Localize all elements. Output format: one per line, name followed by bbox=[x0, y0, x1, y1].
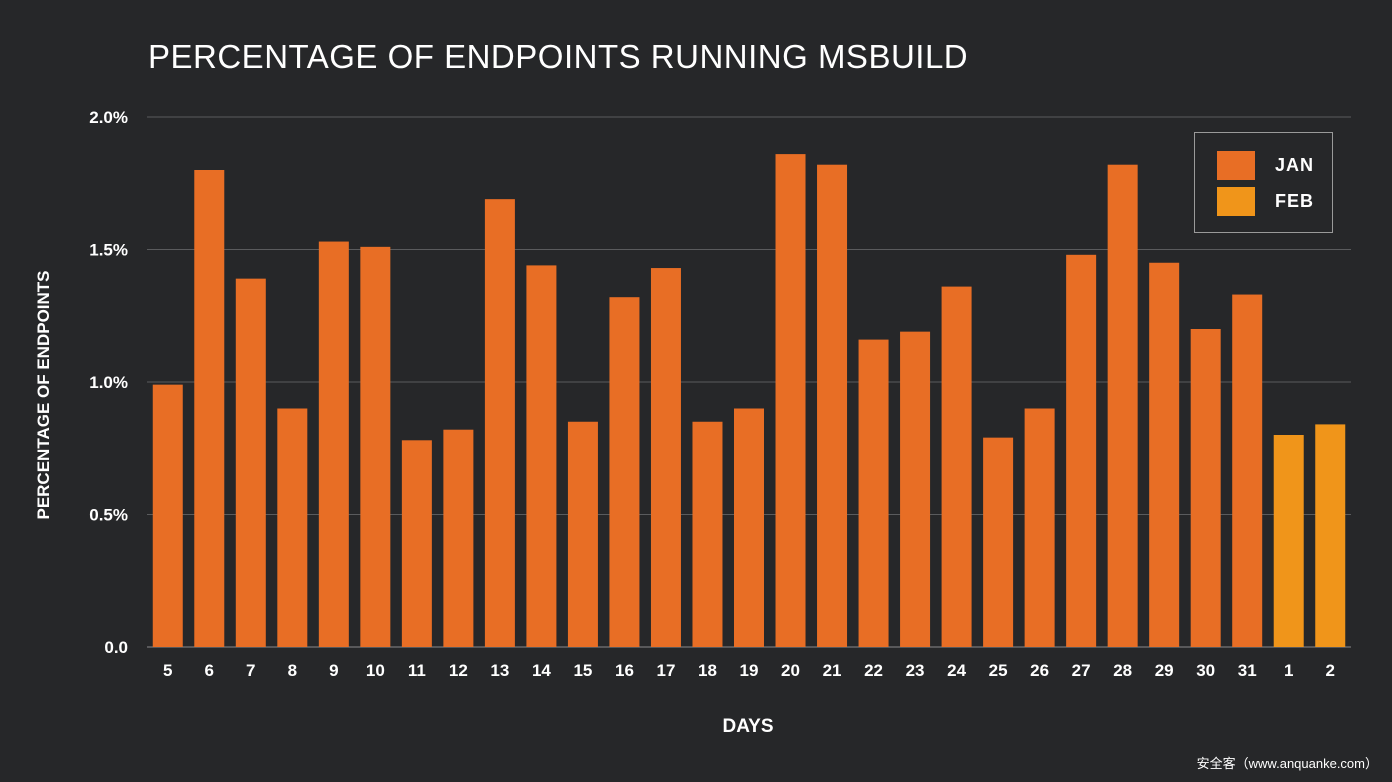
bar-jan-13 bbox=[484, 199, 515, 647]
x-tick-label: 28 bbox=[1113, 661, 1132, 680]
x-tick-label: 16 bbox=[615, 661, 634, 680]
bar-jan-16 bbox=[609, 297, 640, 647]
legend-swatch-jan bbox=[1217, 151, 1255, 180]
bar-jan-9 bbox=[318, 241, 349, 648]
legend-item-feb: FEB bbox=[1217, 187, 1314, 216]
y-tick-label: 0.0 bbox=[104, 638, 128, 657]
x-tick-label: 18 bbox=[698, 661, 717, 680]
x-tick-label: 9 bbox=[329, 661, 338, 680]
bar-jan-17 bbox=[650, 268, 681, 647]
x-tick-label: 1 bbox=[1284, 661, 1293, 680]
legend-item-jan: JAN bbox=[1217, 151, 1314, 180]
x-tick-label: 27 bbox=[1072, 661, 1091, 680]
x-tick-label: 25 bbox=[989, 661, 1008, 680]
x-tick-label: 19 bbox=[740, 661, 759, 680]
bar-jan-30 bbox=[1190, 329, 1221, 647]
bar-jan-22 bbox=[858, 339, 889, 647]
bar-jan-11 bbox=[401, 440, 432, 647]
bar-jan-14 bbox=[526, 265, 557, 647]
bar-jan-21 bbox=[817, 164, 848, 647]
x-tick-label: 5 bbox=[163, 661, 172, 680]
bar-jan-19 bbox=[734, 408, 764, 647]
y-tick-label: 2.0% bbox=[89, 108, 128, 127]
bar-jan-12 bbox=[443, 429, 474, 647]
bar-jan-8 bbox=[277, 408, 308, 647]
x-tick-label: 14 bbox=[532, 661, 551, 680]
bar-jan-7 bbox=[235, 278, 266, 647]
x-tick-label: 8 bbox=[288, 661, 297, 680]
x-tick-label: 24 bbox=[947, 661, 966, 680]
x-tick-label: 10 bbox=[366, 661, 385, 680]
bar-jan-25 bbox=[983, 437, 1014, 647]
watermark: 安全客（www.anquanke.com） bbox=[1196, 756, 1378, 771]
y-tick-label: 1.0% bbox=[89, 373, 128, 392]
x-tick-label: 11 bbox=[408, 661, 426, 680]
legend-label-feb: FEB bbox=[1275, 191, 1314, 211]
x-tick-label: 13 bbox=[490, 661, 509, 680]
bar-jan-27 bbox=[1066, 254, 1097, 648]
bar-jan-24 bbox=[941, 286, 972, 647]
x-tick-label: 7 bbox=[246, 661, 255, 680]
x-tick-label: 17 bbox=[657, 661, 676, 680]
bar-jan-29 bbox=[1149, 262, 1180, 647]
bar-jan-5 bbox=[152, 384, 183, 647]
legend-swatch-feb bbox=[1217, 187, 1255, 216]
x-axis-label: DAYS bbox=[722, 716, 774, 737]
x-tick-label: 15 bbox=[573, 661, 592, 680]
bar-jan-10 bbox=[360, 246, 391, 647]
legend-label-jan: JAN bbox=[1275, 155, 1315, 175]
bar-jan-31 bbox=[1232, 294, 1263, 647]
x-tick-label: 6 bbox=[205, 661, 214, 680]
x-tick-label: 29 bbox=[1155, 661, 1174, 680]
x-tick-label: 20 bbox=[781, 661, 800, 680]
bar-feb-2 bbox=[1315, 424, 1346, 647]
chart-title: PERCENTAGE OF ENDPOINTS RUNNING MSBUILD bbox=[148, 38, 969, 75]
bar-jan-18 bbox=[692, 421, 723, 647]
x-tick-label: 12 bbox=[449, 661, 468, 680]
bar-jan-15 bbox=[567, 421, 598, 647]
bar-feb-1 bbox=[1273, 435, 1304, 647]
bar-jan-20 bbox=[775, 154, 806, 647]
x-tick-label: 31 bbox=[1238, 661, 1257, 680]
x-tick-label: 22 bbox=[864, 661, 883, 680]
y-tick-label: 1.5% bbox=[89, 241, 128, 260]
bar-jan-28 bbox=[1107, 164, 1138, 647]
x-tick-label: 23 bbox=[906, 661, 925, 680]
x-tick-label: 30 bbox=[1196, 661, 1215, 680]
bar-jan-23 bbox=[900, 331, 931, 647]
x-tick-label: 21 bbox=[823, 661, 842, 680]
x-tick-label: 2 bbox=[1326, 661, 1335, 680]
bar-jan-26 bbox=[1024, 408, 1055, 647]
x-tick-label: 26 bbox=[1030, 661, 1049, 680]
y-tick-label: 0.5% bbox=[89, 506, 128, 525]
legend: JAN FEB bbox=[1194, 132, 1333, 233]
bar-jan-6 bbox=[194, 170, 225, 647]
